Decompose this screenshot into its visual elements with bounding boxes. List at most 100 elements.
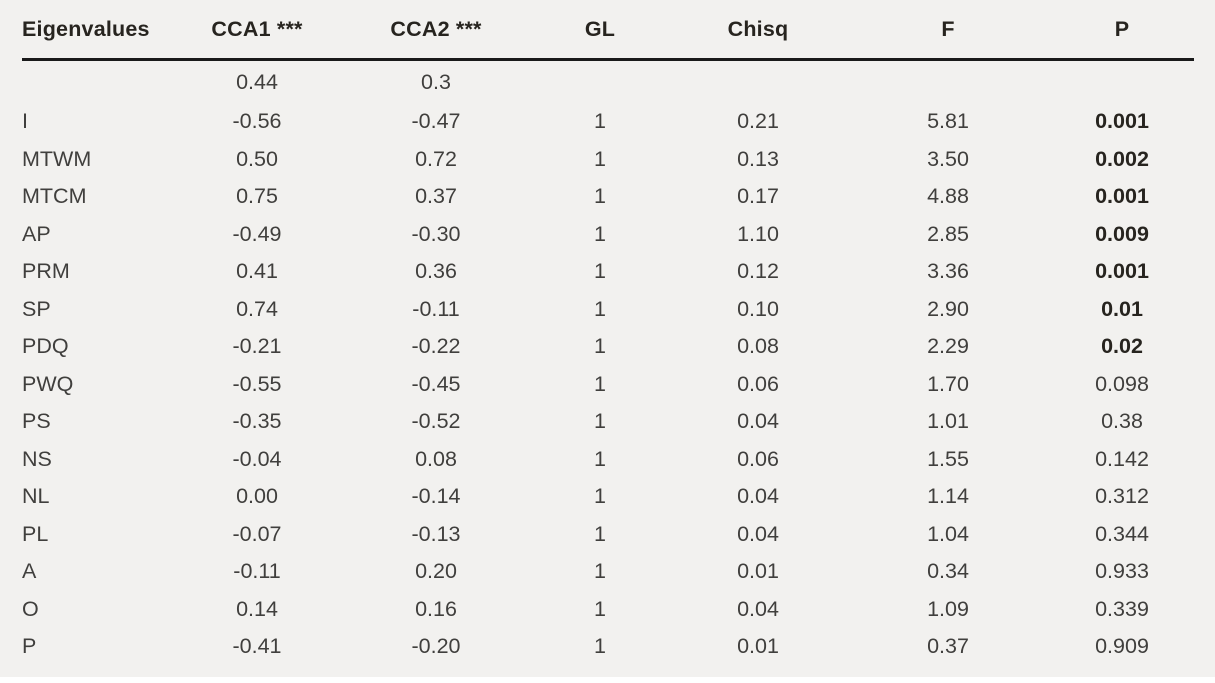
gl-cell: 1 <box>594 146 606 171</box>
f-cell: 3.36 <box>927 259 969 284</box>
gl-cell: 1 <box>594 559 606 584</box>
cca1-cell: -0.55 <box>232 371 282 396</box>
cca2-cell: 0.3 <box>421 69 451 94</box>
chisq-cell: 0.17 <box>737 184 779 209</box>
p-cell: 0.933 <box>1095 559 1149 584</box>
f-cell: 1.55 <box>927 446 969 471</box>
chisq-cell: 0.01 <box>737 559 779 584</box>
row-label-cell: PS <box>22 409 51 434</box>
f-cell: 4.88 <box>927 184 969 209</box>
col-header-p: P <box>1050 0 1194 61</box>
cca1-cell: -0.41 <box>232 634 282 659</box>
chisq-cell: 0.12 <box>737 259 779 284</box>
cca1-cell: -0.56 <box>232 109 282 134</box>
gl-cell: 1 <box>594 221 606 246</box>
cca2-cell: -0.22 <box>411 334 461 359</box>
gl-cell: 1 <box>594 446 606 471</box>
cca1-cell: -0.49 <box>232 221 282 246</box>
table-body: 0.44 0.3 I -0.56 -0.47 1 0.21 5.81 0.001 MTWM 0.50… <box>22 60 1194 666</box>
chisq-cell: 1.10 <box>737 221 779 246</box>
p-cell: 0.001 <box>1095 184 1149 209</box>
table-row: PWQ -0.55 -0.45 1 0.06 1.70 0.098 <box>22 366 1194 404</box>
bottom-strip <box>0 677 1215 683</box>
cca1-cell: -0.35 <box>232 409 282 434</box>
chisq-cell: 0.13 <box>737 146 779 171</box>
cca2-cell: -0.30 <box>411 221 461 246</box>
p-cell: 0.344 <box>1095 521 1149 546</box>
cca2-cell: 0.08 <box>415 446 457 471</box>
table-row: AP -0.49 -0.30 1 1.10 2.85 0.009 <box>22 216 1194 254</box>
cca2-cell: 0.72 <box>415 146 457 171</box>
row-label-cell: PRM <box>22 259 70 284</box>
table-row: PS -0.35 -0.52 1 0.04 1.01 0.38 <box>22 403 1194 441</box>
cca1-cell: -0.11 <box>233 559 281 584</box>
p-cell: 0.002 <box>1095 146 1149 171</box>
cca2-cell: -0.52 <box>411 409 461 434</box>
table-row: I -0.56 -0.47 1 0.21 5.81 0.001 <box>22 103 1194 141</box>
chisq-cell: 0.04 <box>737 521 779 546</box>
gl-cell: 1 <box>594 259 606 284</box>
chisq-cell: 0.21 <box>737 109 779 134</box>
row-label-cell: I <box>22 109 28 134</box>
table-row: NL 0.00 -0.14 1 0.04 1.14 0.312 <box>22 478 1194 516</box>
table-row: SP 0.74 -0.11 1 0.10 2.90 0.01 <box>22 291 1194 329</box>
col-header-chisq: Chisq <box>670 0 846 61</box>
row-label-cell: PWQ <box>22 371 74 396</box>
cca1-cell: 0.50 <box>236 146 278 171</box>
f-cell: 1.70 <box>927 371 969 396</box>
p-cell: 0.02 <box>1101 334 1143 359</box>
row-label-cell: AP <box>22 221 51 246</box>
cca2-cell: 0.20 <box>415 559 457 584</box>
chisq-cell <box>670 60 846 104</box>
p-cell: 0.01 <box>1101 296 1143 321</box>
cca1-cell: 0.00 <box>236 484 278 509</box>
f-cell: 1.09 <box>927 596 969 621</box>
gl-cell: 1 <box>594 334 606 359</box>
cca2-cell: 0.36 <box>415 259 457 284</box>
p-cell <box>1050 60 1194 104</box>
f-cell <box>846 60 1050 104</box>
cca1-cell: 0.14 <box>236 596 278 621</box>
p-cell: 0.001 <box>1095 109 1149 134</box>
table-row: MTWM 0.50 0.72 1 0.13 3.50 0.002 <box>22 141 1194 179</box>
gl-cell: 1 <box>594 409 606 434</box>
row-label-cell: P <box>22 634 37 659</box>
col-header-cca2: CCA2 *** <box>342 0 530 61</box>
chisq-cell: 0.08 <box>737 334 779 359</box>
gl-cell: 1 <box>594 484 606 509</box>
f-cell: 0.34 <box>927 559 969 584</box>
cca2-cell: -0.14 <box>411 484 461 509</box>
row-label-cell: NS <box>22 446 52 471</box>
p-cell: 0.312 <box>1095 484 1149 509</box>
gl-cell: 1 <box>594 296 606 321</box>
cca1-cell: -0.07 <box>232 521 282 546</box>
row-label-cell: PDQ <box>22 334 69 359</box>
f-cell: 1.14 <box>927 484 969 509</box>
p-cell: 0.098 <box>1095 371 1149 396</box>
table-row: PRM 0.41 0.36 1 0.12 3.36 0.001 <box>22 253 1194 291</box>
chisq-cell: 0.06 <box>737 446 779 471</box>
row-label-cell: SP <box>22 296 51 321</box>
table-row: PL -0.07 -0.13 1 0.04 1.04 0.344 <box>22 516 1194 554</box>
row-label-cell: PL <box>22 521 49 546</box>
p-cell: 0.001 <box>1095 259 1149 284</box>
f-cell: 2.29 <box>927 334 969 359</box>
cca1-cell: 0.44 <box>236 69 278 94</box>
gl-cell: 1 <box>594 521 606 546</box>
gl-cell: 1 <box>594 371 606 396</box>
col-header-eigenvalues: Eigenvalues <box>22 0 172 61</box>
p-cell: 0.142 <box>1095 446 1149 471</box>
f-cell: 2.90 <box>927 296 969 321</box>
table-row: O 0.14 0.16 1 0.04 1.09 0.339 <box>22 591 1194 629</box>
gl-cell: 1 <box>594 596 606 621</box>
row-label-cell: O <box>22 596 39 621</box>
gl-cell <box>530 60 670 104</box>
row-label-cell <box>22 60 172 104</box>
cca1-cell: 0.41 <box>236 259 278 284</box>
cca2-cell: -0.11 <box>412 296 460 321</box>
cca2-cell: -0.45 <box>411 371 461 396</box>
cca1-cell: 0.75 <box>236 184 278 209</box>
p-cell: 0.009 <box>1095 221 1149 246</box>
table-row: NS -0.04 0.08 1 0.06 1.55 0.142 <box>22 441 1194 479</box>
f-cell: 5.81 <box>927 109 969 134</box>
